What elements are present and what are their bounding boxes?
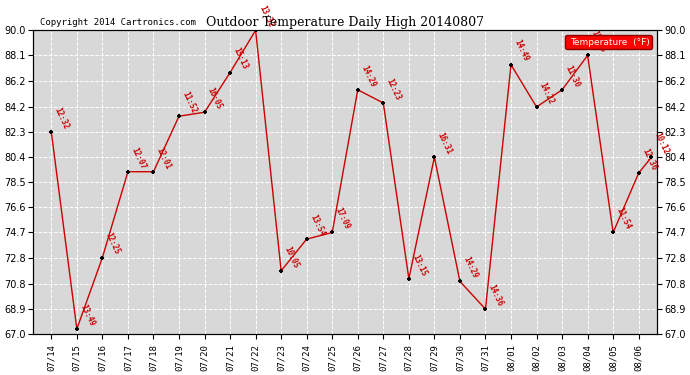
Point [480, 306, 491, 312]
Point [148, 169, 159, 175]
Text: 15:13: 15:13 [231, 46, 249, 71]
Point [97, 255, 108, 261]
Text: 14:36: 14:36 [487, 283, 505, 308]
Text: 13:15: 13:15 [411, 253, 428, 278]
Point [224, 70, 235, 76]
Text: 13:32: 13:32 [257, 4, 275, 29]
Point [582, 53, 593, 58]
Point [506, 62, 517, 68]
Point [71, 326, 82, 332]
Point [46, 129, 57, 135]
Text: 17:09: 17:09 [334, 206, 351, 231]
Point [404, 276, 415, 282]
Point [646, 154, 657, 160]
Text: 12:36: 12:36 [640, 147, 658, 172]
Point [250, 27, 261, 33]
Text: Copyright 2014 Cartronics.com: Copyright 2014 Cartronics.com [39, 18, 195, 27]
Point [199, 109, 210, 115]
Text: 14:29: 14:29 [359, 64, 377, 88]
Text: 14:29: 14:29 [462, 255, 480, 280]
Text: 16:05: 16:05 [206, 86, 224, 111]
Point [353, 87, 364, 93]
Text: 12:25: 12:25 [104, 231, 121, 256]
Text: 12:23: 12:23 [385, 77, 403, 102]
Text: 14:22: 14:22 [538, 81, 556, 106]
Text: 11:52: 11:52 [180, 90, 198, 115]
Point [531, 104, 542, 110]
Text: 15:15: 15:15 [589, 29, 607, 54]
Point [557, 87, 568, 93]
Point [455, 278, 466, 284]
Text: 11:30: 11:30 [564, 64, 582, 88]
Point [429, 154, 440, 160]
Text: 12:01: 12:01 [155, 146, 172, 170]
Point [301, 236, 312, 242]
Point [122, 169, 133, 175]
Point [173, 113, 184, 119]
Point [275, 268, 286, 274]
Text: 10:05: 10:05 [282, 244, 300, 269]
Point [326, 230, 337, 236]
Point [608, 230, 619, 236]
Text: 12:32: 12:32 [52, 106, 70, 130]
Text: 11:54: 11:54 [615, 206, 633, 231]
Text: 16:31: 16:31 [436, 131, 454, 156]
Legend: Temperature  (°F): Temperature (°F) [565, 35, 652, 49]
Text: 10:12: 10:12 [653, 131, 671, 156]
Text: 13:49: 13:49 [78, 303, 96, 327]
Text: 13:54: 13:54 [308, 213, 326, 238]
Point [378, 100, 389, 106]
Point [633, 170, 644, 176]
Text: 14:49: 14:49 [513, 39, 531, 63]
Title: Outdoor Temperature Daily High 20140807: Outdoor Temperature Daily High 20140807 [206, 16, 484, 29]
Text: 12:07: 12:07 [129, 146, 147, 170]
